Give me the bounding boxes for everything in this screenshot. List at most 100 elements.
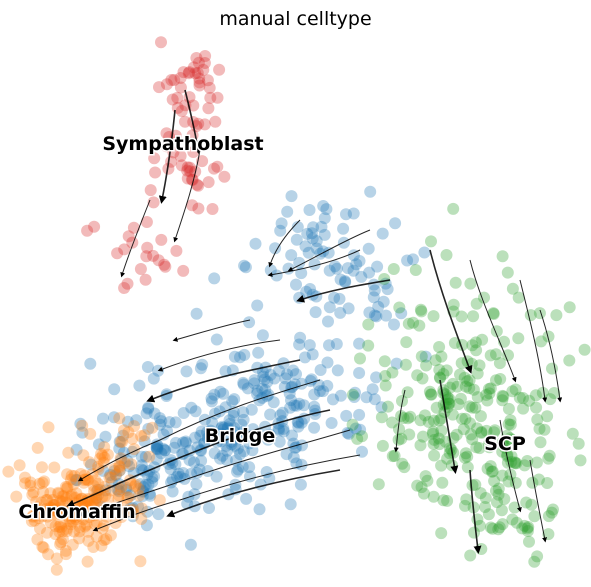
cell-point-sympathoblast [182, 67, 195, 80]
cell-point-scp [546, 362, 558, 375]
cell-point-scp [522, 521, 535, 533]
cell-point-chromaffin [132, 482, 145, 495]
cell-point-sympathoblast [126, 236, 139, 249]
cell-point-scp [419, 470, 432, 483]
cell-point-bridge [226, 395, 239, 408]
cell-point-scp [495, 504, 508, 517]
cell-point-scp [487, 308, 500, 320]
cell-point-bridge [313, 385, 326, 398]
cell-point-chromaffin [82, 534, 95, 547]
cell-point-chromaffin [49, 499, 62, 511]
cell-point-sympathoblast [211, 91, 224, 104]
cell-point-chromaffin [81, 473, 94, 486]
cell-point-sympathoblast [201, 74, 214, 87]
cell-point-bridge [169, 416, 182, 429]
cell-point-scp [428, 433, 441, 446]
cell-point-scp [459, 380, 472, 393]
cell-point-bridge [407, 253, 419, 266]
cell-point-bridge [214, 452, 227, 465]
cell-point-bridge [150, 442, 163, 455]
cell-point-scp [436, 476, 449, 489]
cell-point-scp [396, 457, 409, 470]
cell-point-scp [404, 410, 417, 423]
cell-point-scp [512, 291, 525, 304]
cell-point-scp [459, 451, 471, 464]
cell-point-scp [402, 317, 415, 330]
cell-point-bridge [238, 259, 251, 272]
cell-point-bridge [287, 437, 300, 450]
cell-point-chromaffin [59, 480, 72, 493]
cell-point-scp [402, 412, 414, 425]
cell-point-bridge [154, 418, 167, 431]
cell-point-chromaffin [143, 450, 156, 463]
cell-point-bridge [108, 465, 121, 477]
cell-point-scp [563, 354, 576, 367]
cell-point-bridge [341, 426, 354, 439]
cell-point-scp [437, 387, 450, 400]
cell-point-chromaffin [31, 501, 44, 514]
cell-point-scp [346, 388, 359, 401]
cell-point-chromaffin [48, 503, 61, 516]
cell-point-bridge [419, 350, 432, 363]
cell-point-scp [427, 414, 440, 427]
cell-point-bridge [121, 455, 134, 468]
cell-point-sympathoblast [187, 61, 200, 74]
cell-point-chromaffin [31, 533, 44, 546]
cell-point-bridge [286, 429, 298, 442]
cell-point-bridge [287, 451, 300, 464]
cell-point-scp [505, 455, 518, 468]
cell-point-bridge [210, 333, 223, 346]
cell-point-bridge [166, 485, 179, 498]
cell-point-scp [411, 479, 424, 492]
cell-point-chromaffin [50, 505, 63, 518]
cell-point-bridge [224, 417, 236, 430]
cell-point-sympathoblast [155, 233, 168, 246]
cell-point-chromaffin [101, 448, 114, 461]
cell-point-scp [395, 432, 408, 445]
cell-point-scp [440, 249, 453, 261]
cell-point-chromaffin [55, 518, 67, 531]
cell-point-scp [386, 366, 399, 379]
cell-point-bridge [337, 236, 350, 249]
cell-point-chromaffin [40, 494, 53, 506]
velocity-stream-line [539, 309, 563, 403]
cell-point-bridge [120, 484, 133, 496]
cell-point-chromaffin [68, 504, 81, 517]
cell-point-bridge [244, 470, 256, 483]
cell-point-chromaffin [95, 539, 108, 552]
cell-point-bridge [260, 466, 273, 478]
cell-point-bridge [189, 431, 202, 444]
cell-point-chromaffin [53, 520, 66, 533]
cell-point-scp [434, 372, 447, 385]
cell-point-bridge [171, 470, 183, 483]
cell-point-scp [566, 427, 579, 440]
cell-point-bridge [121, 415, 134, 428]
cell-point-bridge [267, 396, 280, 409]
cell-point-bridge [308, 400, 321, 413]
cell-point-bridge [240, 492, 253, 505]
cell-point-scp [464, 277, 477, 290]
cell-point-scp [433, 371, 446, 384]
cell-point-bridge [334, 273, 347, 286]
cell-point-sympathoblast [202, 102, 215, 115]
cell-point-scp [476, 333, 489, 346]
cell-point-chromaffin [25, 515, 38, 528]
cell-point-bridge [124, 489, 137, 502]
cell-point-bridge [353, 367, 366, 379]
cell-point-chromaffin [113, 459, 126, 472]
cell-point-bridge [368, 393, 381, 406]
cell-point-scp [414, 303, 427, 316]
cell-point-scp [463, 400, 476, 413]
cell-point-scp [435, 412, 448, 425]
cell-point-chromaffin [73, 525, 86, 538]
cell-point-bridge [380, 309, 392, 322]
cell-point-bridge [292, 416, 305, 429]
cell-point-bridge [280, 448, 293, 461]
cell-point-chromaffin [59, 505, 72, 518]
cell-point-bridge [179, 435, 192, 448]
cell-point-scp [459, 447, 472, 460]
cell-point-sympathoblast [118, 282, 131, 294]
cell-point-chromaffin [96, 490, 109, 503]
cell-point-scp [512, 332, 525, 345]
cell-point-scp [484, 521, 497, 534]
